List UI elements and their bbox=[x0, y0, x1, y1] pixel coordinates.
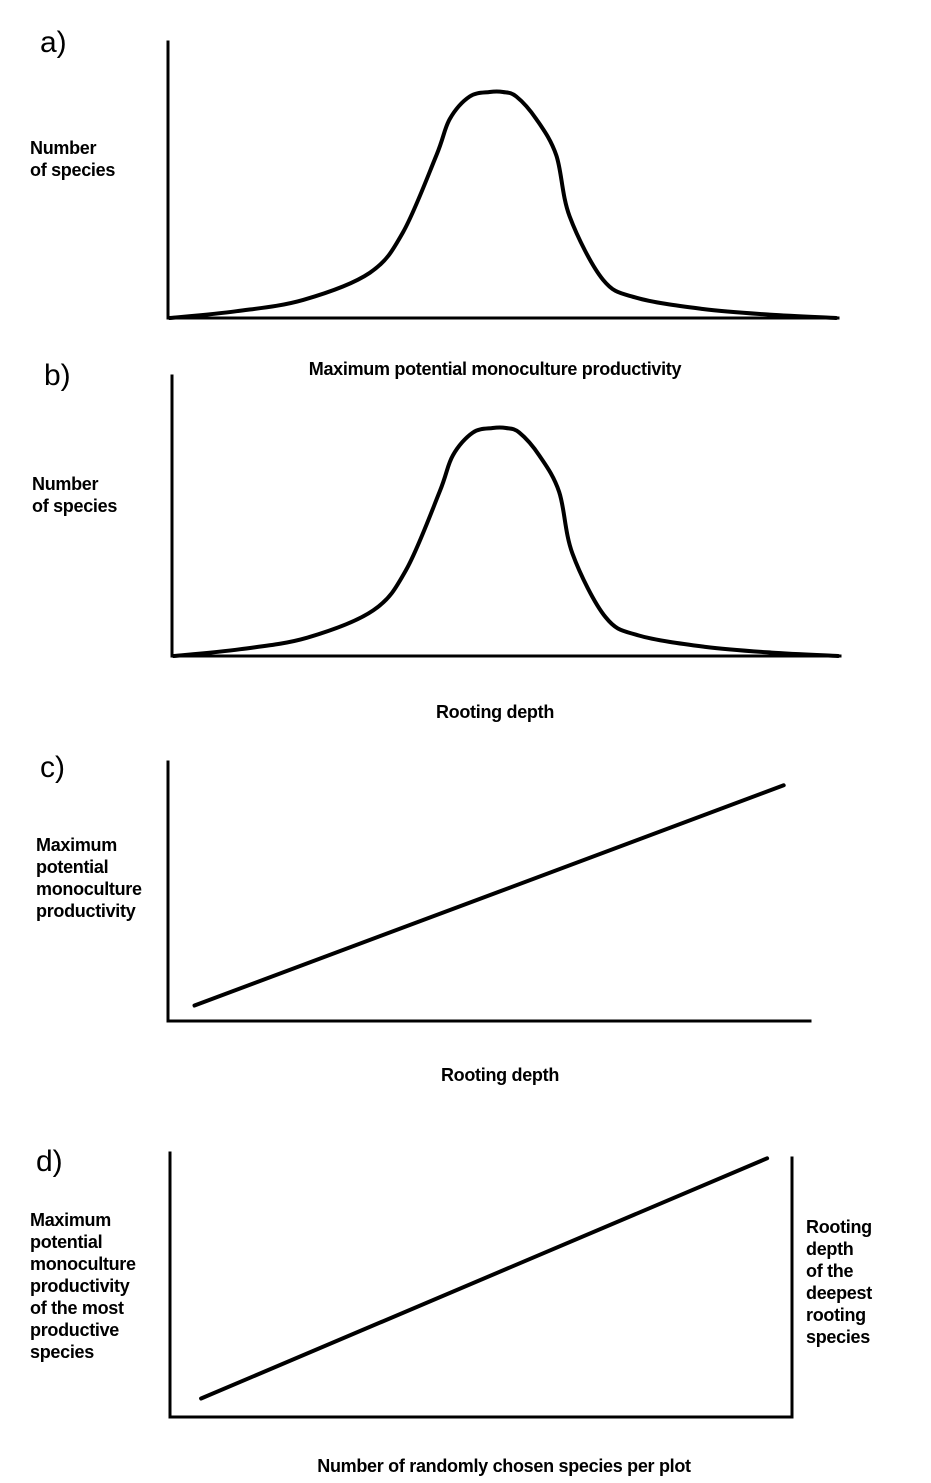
panel-b: b) Number of species Rooting depth bbox=[32, 359, 842, 722]
panel-a-ylabel: Number of species bbox=[30, 138, 115, 180]
panel-d-ylabel: Maximum potential monoculture productivi… bbox=[30, 1210, 140, 1362]
panel-a-label: a) bbox=[40, 26, 67, 59]
panel-b-xlabel: Rooting depth bbox=[436, 702, 554, 722]
panel-c-ylabel: Maximum potential monoculture productivi… bbox=[36, 835, 146, 921]
panel-d-axes bbox=[168, 1151, 794, 1419]
panel-d-ylabel-line-4: productivity bbox=[30, 1276, 130, 1296]
panel-d-ylabel-line-2: potential bbox=[30, 1232, 102, 1252]
panel-c-label: c) bbox=[40, 751, 65, 784]
panel-b-label: b) bbox=[44, 359, 71, 392]
panel-a: a) Number of species Maximum potential m… bbox=[30, 26, 840, 379]
panel-d-y2label-line-3: of the bbox=[806, 1261, 853, 1281]
panel-d-y2label-line-6: species bbox=[806, 1327, 870, 1347]
panel-b-ylabel-line-1: Number bbox=[32, 474, 99, 494]
panel-d-y2label-line-4: deepest bbox=[806, 1283, 872, 1303]
panel-c: c) Maximum potential monoculture product… bbox=[36, 751, 812, 1085]
panel-d-xlabel: Number of randomly chosen species per pl… bbox=[317, 1456, 691, 1476]
panel-a-xlabel: Maximum potential monoculture productivi… bbox=[309, 359, 682, 379]
panel-d-ylabel-line-7: species bbox=[30, 1342, 94, 1362]
panel-c-ylabel-line-3: monoculture bbox=[36, 879, 142, 899]
panel-d-series-line bbox=[199, 1156, 770, 1401]
panel-c-ylabel-line-1: Maximum bbox=[36, 835, 117, 855]
panel-c-ylabel-line-2: potential bbox=[36, 857, 108, 877]
panel-b-ylabel: Number of species bbox=[32, 474, 117, 516]
panel-d-y2label-line-5: rooting bbox=[806, 1305, 866, 1325]
panel-c-ylabel-line-4: productivity bbox=[36, 901, 136, 921]
panel-d-ylabel-line-5: of the most bbox=[30, 1298, 124, 1318]
panel-d-y2label-line-2: depth bbox=[806, 1239, 854, 1259]
panel-d-ylabel-line-1: Maximum bbox=[30, 1210, 111, 1230]
panel-c-axes bbox=[166, 760, 812, 1023]
panel-b-axes bbox=[170, 374, 842, 658]
panel-c-series-line bbox=[192, 783, 786, 1008]
panel-a-axes bbox=[166, 40, 840, 320]
panel-c-xlabel: Rooting depth bbox=[441, 1065, 559, 1085]
panel-b-series-line bbox=[172, 425, 840, 658]
panel-d-y2label-line-1: Rooting bbox=[806, 1217, 872, 1237]
panel-d-label: d) bbox=[36, 1145, 63, 1178]
panel-d-ylabel-line-3: monoculture bbox=[30, 1254, 136, 1274]
panel-b-ylabel-line-2: of species bbox=[32, 496, 117, 516]
panel-d-ylabel-line-6: productive bbox=[30, 1320, 119, 1340]
panel-d: d) Maximum potential monoculture product… bbox=[30, 1145, 877, 1476]
panel-a-series-line bbox=[168, 89, 838, 320]
panel-a-ylabel-line-1: Number bbox=[30, 138, 97, 158]
panel-a-ylabel-line-2: of species bbox=[30, 160, 115, 180]
panel-d-y2label: Rooting depth of the deepest rooting spe… bbox=[806, 1217, 877, 1347]
